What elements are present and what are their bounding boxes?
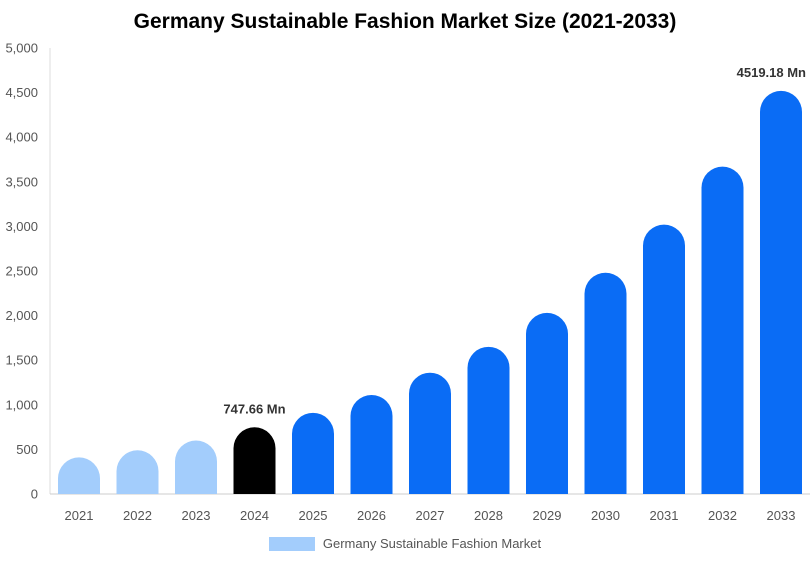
y-tick-label: 2,000 — [5, 308, 38, 323]
y-tick-label: 5,000 — [5, 41, 38, 56]
x-tick-label: 2024 — [240, 508, 269, 523]
x-tick-label: 2025 — [299, 508, 328, 523]
bar-2030 — [584, 272, 627, 494]
chart-title: Germany Sustainable Fashion Market Size … — [133, 10, 677, 33]
bar-2024 — [233, 427, 276, 494]
bar-2021 — [58, 457, 100, 494]
bar-2032 — [701, 166, 744, 494]
bar-2027 — [409, 372, 451, 494]
x-tick-label: 2028 — [474, 508, 503, 523]
x-tick-label: 2023 — [182, 508, 211, 523]
y-axis-ticks: 0 500 1,000 1,500 2,000 2,500 3,000 3,500 4,000 4… — [5, 41, 38, 502]
y-tick-label: 4,000 — [5, 130, 38, 145]
bar-2029 — [526, 312, 568, 494]
bar-2025 — [292, 412, 334, 494]
data-label: 4519.18 Mn — [737, 65, 806, 80]
bars-group — [58, 90, 802, 494]
y-tick-label: 3,500 — [5, 174, 38, 189]
bar-2026 — [350, 394, 393, 494]
bar-2022 — [116, 450, 159, 494]
bar-2031 — [643, 224, 685, 494]
x-tick-label: 2030 — [591, 508, 620, 523]
bar-2033 — [760, 90, 802, 494]
bar-2028 — [467, 346, 510, 494]
data-labels-group: 747.66 Mn 4519.18 Mn — [223, 65, 806, 416]
x-tick-label: 2029 — [533, 508, 562, 523]
bar-2023 — [175, 440, 217, 494]
x-tick-label: 2027 — [416, 508, 445, 523]
x-tick-label: 2033 — [767, 508, 796, 523]
x-tick-label: 2026 — [357, 508, 386, 523]
y-tick-label: 1,500 — [5, 353, 38, 368]
legend: Germany Sustainable Fashion Market — [0, 536, 810, 551]
legend-swatch — [268, 536, 315, 551]
x-tick-label: 2031 — [650, 508, 679, 523]
data-label: 747.66 Mn — [223, 401, 285, 416]
y-tick-label: 3,000 — [5, 219, 38, 234]
legend-label: Germany Sustainable Fashion Market — [322, 536, 542, 551]
y-tick-label: 1,000 — [5, 397, 38, 412]
y-tick-label: 2,500 — [5, 264, 38, 279]
y-tick-label: 4,500 — [5, 85, 38, 100]
x-tick-label: 2022 — [123, 508, 152, 523]
x-tick-label: 2032 — [708, 508, 737, 523]
x-axis-ticks: 2021 2022 2023 2024 2025 2026 2027 2028 2029 2030… — [65, 508, 796, 523]
y-tick-label: 0 — [31, 487, 38, 502]
y-tick-label: 500 — [16, 442, 38, 457]
x-tick-label: 2021 — [65, 508, 94, 523]
